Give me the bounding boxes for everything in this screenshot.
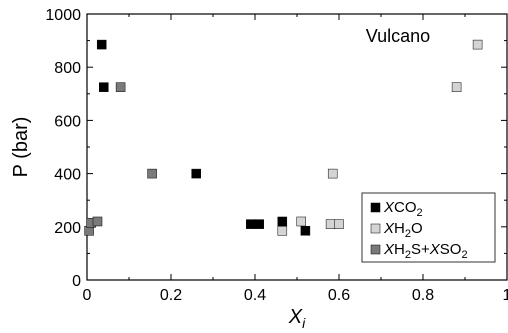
point-xco2 <box>254 219 264 229</box>
point-xco2 <box>99 82 109 92</box>
y-tick-label: 400 <box>54 167 81 184</box>
point-xh2s-xso2 <box>84 226 94 236</box>
legend: XCO2 XH2O XH2S+XSO2 <box>361 192 496 263</box>
point-xco2 <box>246 219 256 229</box>
x-tick-label: 0.6 <box>328 287 350 304</box>
axis-tick-labels: 0 0.2 0.4 0.6 0.8 1 0 200 400 600 800 1000 <box>45 7 508 304</box>
y-tick-label: 0 <box>72 273 81 290</box>
point-xco2 <box>277 216 288 227</box>
axis-ticks <box>86 13 508 281</box>
point-xh2o <box>451 82 462 92</box>
x-axis-title: Xi <box>288 306 306 331</box>
point-xh2o <box>325 219 336 229</box>
legend-label-xh2o: XH2O <box>383 220 423 240</box>
x-tick-label: 0.4 <box>244 287 266 304</box>
y-tick-label: 600 <box>54 113 81 130</box>
point-xh2s-xso2 <box>115 82 126 92</box>
data-points <box>84 39 483 236</box>
point-xh2o <box>296 216 306 227</box>
legend-box <box>361 192 496 263</box>
y-tick-label: 800 <box>54 60 81 77</box>
point-xh2s-xso2 <box>92 216 103 227</box>
legend-label-xh2s-xso2: XH2S+XSO2 <box>383 241 468 261</box>
annotation-vulcano: Vulcano <box>366 26 430 46</box>
point-xh2s-xso2 <box>147 168 157 179</box>
y-tick-label: 1000 <box>45 7 81 24</box>
svg-text:Xi: Xi <box>288 306 306 331</box>
legend-swatch-xh2s-xso2 <box>370 244 381 255</box>
point-xco2 <box>300 226 311 236</box>
y-tick-label: 200 <box>54 220 81 237</box>
x-tick-label: 0.2 <box>160 287 182 304</box>
legend-swatch-xco2 <box>370 202 381 213</box>
legend-swatch-xh2o <box>370 223 381 234</box>
point-xh2o <box>277 226 288 236</box>
point-xh2o <box>327 168 338 179</box>
point-xco2 <box>191 168 201 179</box>
point-xh2o <box>472 39 483 50</box>
point-xh2o <box>334 219 344 229</box>
x-tick-label: 0.8 <box>412 287 434 304</box>
legend-label-xco2: XCO2 <box>383 199 423 219</box>
y-axis-title: P (bar) <box>10 117 32 178</box>
x-tick-label: 1 <box>503 287 508 304</box>
x-tick-label: 0 <box>83 287 92 304</box>
point-xco2 <box>96 39 107 50</box>
